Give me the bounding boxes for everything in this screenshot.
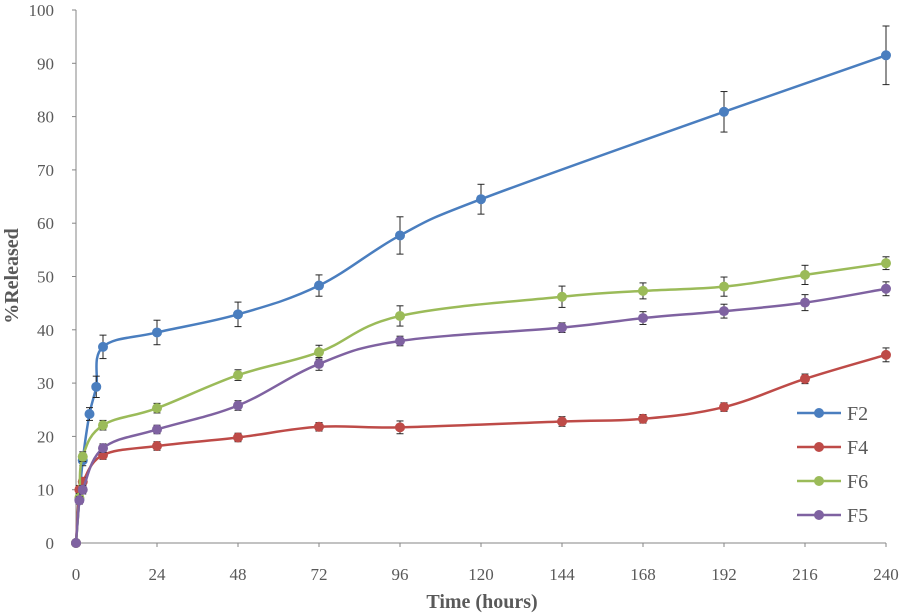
data-point — [881, 258, 891, 269]
series-line — [74, 353, 887, 544]
data-point — [74, 495, 85, 506]
data-point — [77, 484, 88, 495]
data-point — [638, 285, 648, 296]
data-point — [233, 400, 243, 411]
y-tick-label: 0 — [46, 534, 55, 553]
data-point — [719, 306, 729, 317]
legend-swatch-marker — [814, 476, 824, 486]
y-tick-label: 10 — [37, 481, 54, 500]
series-F6 — [71, 256, 891, 548]
x-tick-label: 96 — [392, 565, 409, 584]
data-point — [152, 440, 162, 451]
data-point — [152, 424, 162, 435]
x-tick-label: 120 — [468, 565, 494, 584]
data-point — [719, 402, 729, 413]
series-line — [74, 261, 887, 544]
data-point — [719, 106, 729, 117]
y-axis-title: %Released — [1, 228, 23, 324]
legend-item-F2: F2 — [797, 403, 868, 425]
legend-label: F6 — [847, 471, 868, 493]
data-point — [881, 349, 891, 360]
plot-area — [71, 25, 891, 548]
data-point — [476, 194, 486, 205]
data-point — [800, 297, 810, 308]
data-point — [557, 416, 567, 427]
series-line — [74, 54, 887, 544]
data-point — [77, 451, 88, 462]
chart-axes — [72, 9, 887, 547]
data-point — [152, 327, 162, 338]
x-tick-label: 48 — [230, 565, 247, 584]
data-point — [71, 538, 81, 548]
legend-label: F5 — [847, 505, 868, 527]
x-axis-title: Time (hours) — [426, 591, 537, 613]
data-point — [638, 413, 648, 424]
data-point — [881, 50, 891, 61]
data-point — [98, 443, 108, 454]
data-point — [314, 280, 324, 291]
data-point — [84, 409, 95, 420]
x-tick-label: 192 — [711, 565, 737, 584]
data-point — [557, 322, 567, 333]
series-line — [74, 287, 887, 544]
series-F2 — [71, 25, 891, 548]
data-point — [152, 403, 162, 414]
legend-swatch-marker — [814, 442, 824, 452]
x-tick-label: 240 — [873, 565, 899, 584]
data-point — [233, 370, 243, 381]
data-point — [233, 309, 243, 320]
legend-item-F6: F6 — [797, 471, 868, 493]
series-F5 — [71, 281, 891, 548]
data-point — [233, 432, 243, 443]
data-point — [800, 373, 810, 384]
y-tick-label: 100 — [29, 1, 55, 20]
data-point — [91, 381, 102, 392]
legend-swatch-marker — [814, 408, 824, 418]
x-tick-label: 168 — [630, 565, 656, 584]
series-F4 — [71, 347, 891, 548]
data-point — [314, 358, 324, 369]
data-point — [395, 335, 405, 346]
x-tick-label: 144 — [549, 565, 575, 584]
y-tick-label: 60 — [37, 214, 54, 233]
y-tick-label: 90 — [37, 54, 54, 73]
data-point — [98, 420, 108, 431]
data-point — [395, 230, 405, 241]
data-point — [881, 283, 891, 294]
x-tick-label: 24 — [149, 565, 167, 584]
data-point — [395, 310, 405, 321]
x-tick-label: 0 — [72, 565, 81, 584]
y-tick-label: 20 — [37, 427, 54, 446]
data-point — [395, 422, 405, 433]
y-tick-label: 40 — [37, 321, 54, 340]
x-tick-label: 72 — [311, 565, 328, 584]
data-point — [638, 313, 648, 324]
legend: F2 F4 F6 F5 — [797, 403, 868, 527]
legend-swatch-marker — [814, 510, 824, 520]
legend-label: F4 — [847, 437, 868, 459]
data-point — [314, 347, 324, 358]
data-point — [719, 281, 729, 292]
legend-item-F5: F5 — [797, 505, 868, 527]
data-point — [800, 269, 810, 280]
x-tick-label: 216 — [792, 565, 818, 584]
data-point — [314, 421, 324, 432]
y-tick-label: 80 — [37, 108, 54, 127]
legend-label: F2 — [847, 403, 868, 425]
y-tick-label: 50 — [37, 268, 54, 287]
data-point — [557, 291, 567, 302]
data-point — [98, 341, 108, 352]
tick-labels: 0 10 20 30 40 50 60 70 80 90 100 0 24 48 72 96 120 144 168… — [29, 1, 899, 584]
legend-item-F4: F4 — [797, 437, 868, 459]
y-tick-label: 30 — [37, 374, 54, 393]
y-tick-label: 70 — [37, 161, 54, 180]
